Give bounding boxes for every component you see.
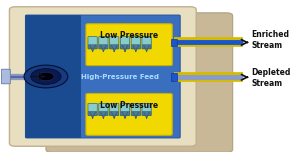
FancyBboxPatch shape — [26, 15, 81, 138]
FancyBboxPatch shape — [86, 93, 172, 135]
FancyBboxPatch shape — [26, 15, 180, 138]
Circle shape — [38, 72, 54, 81]
Bar — [171, 39, 177, 46]
Bar — [171, 73, 177, 81]
FancyBboxPatch shape — [9, 7, 196, 146]
FancyBboxPatch shape — [131, 45, 140, 49]
FancyBboxPatch shape — [99, 45, 108, 49]
Circle shape — [31, 69, 61, 84]
FancyBboxPatch shape — [88, 103, 97, 116]
Text: Enriched
Stream: Enriched Stream — [252, 30, 290, 50]
Circle shape — [24, 65, 68, 88]
FancyBboxPatch shape — [99, 37, 108, 49]
FancyBboxPatch shape — [120, 103, 130, 116]
FancyBboxPatch shape — [99, 111, 108, 116]
FancyBboxPatch shape — [88, 45, 97, 49]
FancyBboxPatch shape — [131, 37, 140, 49]
FancyBboxPatch shape — [142, 111, 151, 116]
FancyBboxPatch shape — [1, 69, 10, 84]
FancyBboxPatch shape — [110, 111, 118, 116]
FancyBboxPatch shape — [88, 37, 97, 49]
Text: High-Pressure Feed: High-Pressure Feed — [81, 73, 159, 80]
FancyBboxPatch shape — [110, 103, 119, 116]
FancyBboxPatch shape — [88, 111, 97, 116]
FancyBboxPatch shape — [110, 45, 118, 49]
FancyBboxPatch shape — [46, 13, 233, 152]
FancyBboxPatch shape — [86, 24, 172, 66]
FancyBboxPatch shape — [131, 103, 140, 116]
Text: Depleted
Stream: Depleted Stream — [252, 68, 291, 88]
FancyBboxPatch shape — [142, 45, 151, 49]
FancyBboxPatch shape — [142, 37, 151, 49]
Bar — [76, 17, 80, 136]
FancyBboxPatch shape — [110, 37, 119, 49]
FancyBboxPatch shape — [121, 111, 129, 116]
FancyBboxPatch shape — [131, 111, 140, 116]
Text: Low Pressure: Low Pressure — [100, 31, 158, 40]
FancyBboxPatch shape — [121, 45, 129, 49]
Text: Low Pressure: Low Pressure — [100, 101, 158, 110]
FancyBboxPatch shape — [99, 103, 108, 116]
FancyBboxPatch shape — [120, 37, 130, 49]
FancyBboxPatch shape — [142, 103, 151, 116]
